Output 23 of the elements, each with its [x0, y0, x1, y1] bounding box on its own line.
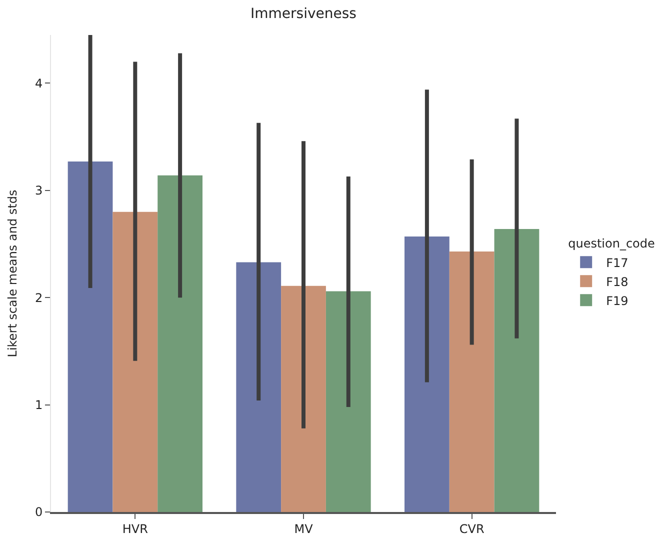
x-tick-label: CVR [459, 522, 484, 536]
y-tick-label: 3 [34, 184, 43, 198]
x-tick-label: HVR [122, 522, 148, 536]
bar [494, 229, 540, 512]
legend-label: F18 [606, 274, 628, 289]
x-tick-label: MV [294, 522, 314, 536]
y-tick-label: 0 [34, 505, 43, 520]
bar [236, 262, 282, 512]
y-axis-title: Likert scale means and stds [5, 190, 20, 358]
y-tick-label: 4 [34, 76, 43, 90]
bar [112, 212, 158, 512]
bar [281, 286, 326, 512]
legend-label: F17 [606, 256, 628, 270]
bar [449, 252, 494, 512]
bar [68, 161, 113, 512]
legend-label: F19 [606, 294, 628, 308]
legend-title: question_code [568, 236, 655, 251]
bar [404, 236, 450, 512]
y-tick-label: 2 [34, 290, 43, 305]
bar [326, 291, 371, 512]
bar [158, 175, 202, 512]
y-tick-label: 1 [34, 398, 43, 412]
chart-title: Immersiveness [250, 6, 356, 22]
